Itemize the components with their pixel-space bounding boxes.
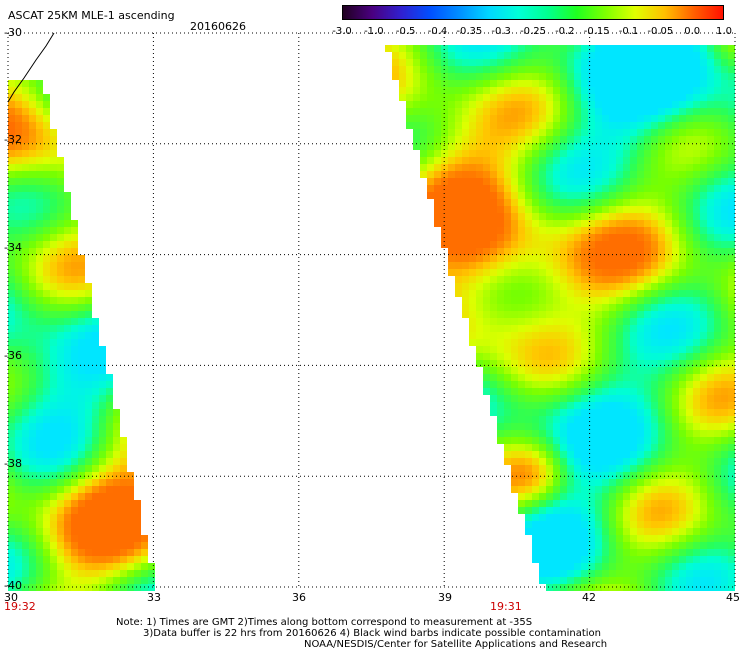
note-line-2: 3)Data buffer is 22 hrs from 20160626 4)… [143,628,601,639]
pass-time-right: 19:31 [490,600,522,613]
colorbar-label: 0.0 [684,26,701,37]
colorbar-label: -0.1 [618,26,639,37]
lon-label-39: 39 [438,591,452,604]
lat-label-34: -34 [4,241,22,254]
grid-lines [7,32,736,588]
note-line-3: NOAA/NESDIS/Center for Satellite Applica… [304,639,608,650]
lon-label-45: 45 [726,591,740,604]
colorbar-label: -0.05 [647,26,674,37]
colorbar-label: -0.15 [583,26,610,37]
pass-time-left: 19:32 [4,600,36,613]
lon-label-36: 36 [292,591,306,604]
colorbar-label: -0.35 [456,26,483,37]
lat-label-36: -36 [4,349,22,362]
lat-label-38: -38 [4,457,22,470]
map-date: 20160626 [190,20,246,33]
coastline [7,32,55,103]
lat-label-30: -30 [4,26,22,39]
colorbar-label: -0.25 [520,26,546,37]
colorbar-label: -0.3 [491,26,511,37]
lat-label-40: -40 [4,579,22,592]
lat-label-32: -32 [4,133,22,146]
colorbar-label: 1.0 [716,26,732,37]
colorbar-label: -3.0 [332,26,352,37]
map-title: ASCAT 25KM MLE-1 ascending [8,9,175,22]
lon-label-30: 30 [4,591,18,604]
wind-swaths [8,45,735,591]
lon-label-33: 33 [147,591,161,604]
colorbar-label: -0.4 [427,26,448,37]
lon-label-42: 42 [582,591,596,604]
colorbar-label: -0.2 [555,26,575,37]
colorbar-label: -1.0 [364,26,384,37]
note-line-1: Note: 1) Times are GMT 2)Times along bot… [116,617,533,628]
colorbar [342,5,724,20]
colorbar-label: -0.5 [395,26,416,37]
